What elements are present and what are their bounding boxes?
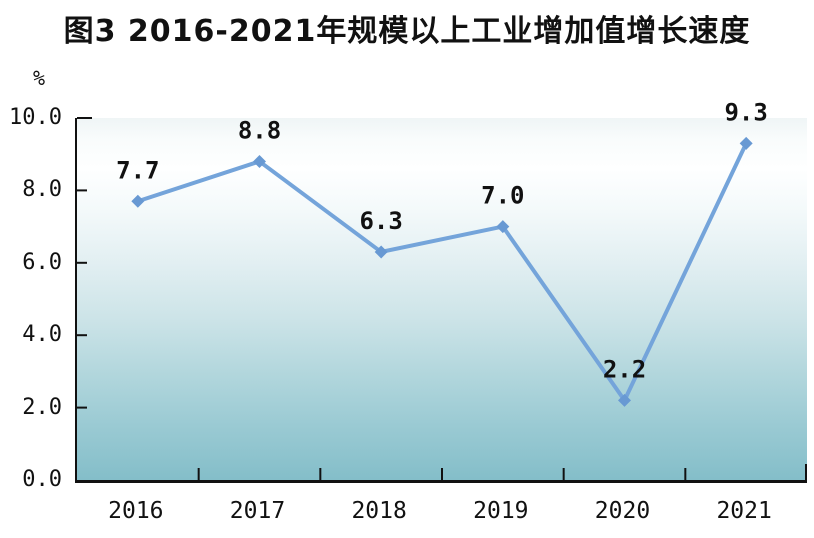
data-point-label: 7.7 — [116, 156, 159, 184]
y-axis-tick-label: 4.0 — [22, 322, 62, 348]
data-point-marker — [374, 245, 388, 259]
data-point-marker — [253, 154, 266, 168]
data-point-marker — [618, 393, 631, 407]
chart-title: 图3 2016-2021年规模以上工业增加值增长速度 — [63, 14, 751, 49]
data-point-marker — [131, 194, 145, 208]
y-axis-tick-label: 2.0 — [22, 394, 62, 420]
y-axis-tick-label: 10.0 — [9, 105, 62, 130]
data-point-label: 8.8 — [238, 116, 281, 144]
x-axis-tick-label: 2018 — [351, 498, 407, 524]
line-series-svg: 7.7 8.8 6.3 7.0 2.2 9.3 — [77, 98, 807, 480]
data-point-label: 6.3 — [359, 207, 402, 235]
plot-area: 7.7 8.8 6.3 7.0 2.2 9.3 — [75, 98, 807, 483]
x-axis-tick-label: 2016 — [108, 498, 164, 524]
x-axis-tick-label: 2020 — [594, 498, 651, 524]
data-point-label: 9.3 — [724, 98, 767, 126]
data-point-marker — [739, 136, 753, 150]
data-point-marker — [496, 220, 510, 234]
data-point-label: 2.2 — [603, 355, 646, 383]
series-line — [135, 141, 749, 403]
x-axis-tick-label: 2021 — [716, 498, 772, 524]
y-axis-unit-label: % — [32, 66, 46, 90]
x-axis-tick-label: 2019 — [473, 498, 529, 524]
y-axis-tick-label: 6.0 — [22, 249, 62, 275]
x-axis-tick-label: 2017 — [229, 498, 286, 524]
y-axis-tick-label: 0.0 — [22, 467, 62, 492]
data-point-label: 7.0 — [481, 182, 524, 210]
y-axis-tick-label: 8.0 — [22, 177, 62, 203]
